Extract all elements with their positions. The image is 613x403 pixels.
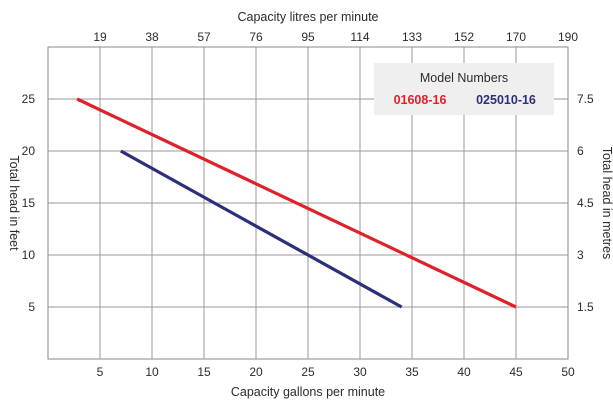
right-axis-title: Total head in metres [600, 147, 613, 260]
x-top-tick-label: 19 [93, 30, 107, 44]
y-left-tick-label: 25 [22, 92, 36, 106]
x-top-tick-label: 170 [506, 30, 526, 44]
x-top-tick-label: 38 [145, 30, 159, 44]
left-axis-title: Total head in feet [7, 155, 21, 251]
x-bottom-tick-label: 5 [97, 365, 104, 379]
x-bottom-tick-label: 30 [353, 365, 367, 379]
x-top-tick-label: 133 [402, 30, 422, 44]
tick-labels: 5191038155720762595301143513340152451705… [22, 30, 594, 379]
x-bottom-tick-label: 15 [197, 365, 211, 379]
x-top-tick-label: 152 [454, 30, 474, 44]
y-left-tick-label: 10 [22, 248, 36, 262]
legend-box [374, 63, 554, 115]
x-bottom-tick-label: 45 [509, 365, 523, 379]
x-top-tick-label: 114 [350, 30, 369, 44]
series-line-01608-16 [76, 97, 517, 309]
x-top-tick-label: 57 [197, 30, 211, 44]
y-right-tick-label: 4.5 [577, 196, 594, 210]
y-left-tick-label: 5 [28, 300, 35, 314]
series-line-025010-16 [120, 149, 403, 309]
x-top-tick-label: 95 [301, 30, 315, 44]
x-bottom-tick-label: 50 [561, 365, 575, 379]
y-right-tick-label: 7.5 [577, 92, 594, 106]
x-bottom-tick-label: 25 [301, 365, 315, 379]
top-axis-title: Capacity litres per minute [237, 10, 378, 24]
legend-title: Model Numbers [420, 71, 508, 85]
x-bottom-tick-label: 10 [145, 365, 159, 379]
x-bottom-tick-label: 35 [405, 365, 419, 379]
legend: Model Numbers 01608-16 025010-16 [374, 63, 554, 115]
bottom-axis-title: Capacity gallons per minute [231, 385, 385, 399]
plot-frame [47, 46, 569, 360]
x-bottom-tick-label: 40 [457, 365, 471, 379]
legend-entry-01608-16: 01608-16 [394, 93, 447, 107]
y-right-tick-label: 1.5 [577, 300, 594, 314]
x-top-tick-label: 76 [249, 30, 263, 44]
x-top-tick-label: 190 [558, 30, 578, 44]
y-left-tick-label: 20 [22, 144, 36, 158]
y-right-tick-label: 6 [577, 144, 584, 158]
legend-entry-025010-16: 025010-16 [476, 93, 536, 107]
series-lines [76, 97, 517, 309]
y-left-tick-label: 15 [22, 196, 36, 210]
y-right-tick-label: 3 [577, 248, 584, 262]
x-bottom-tick-label: 20 [249, 365, 263, 379]
